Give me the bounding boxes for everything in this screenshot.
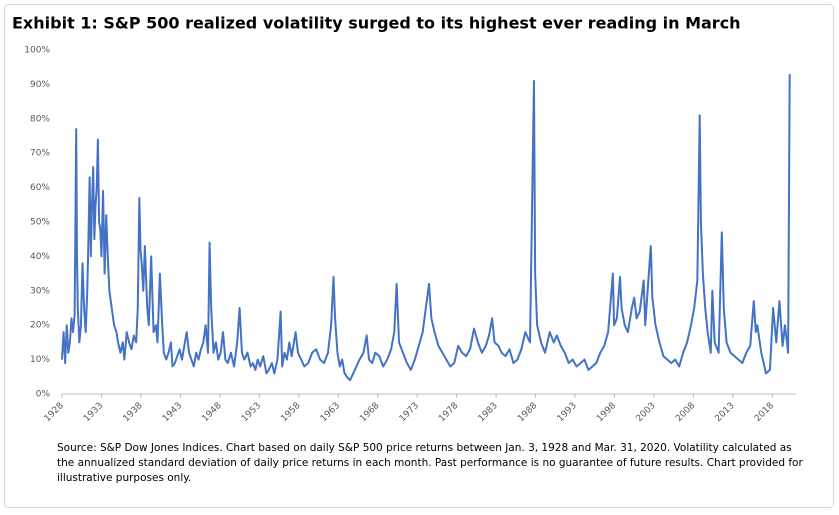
y-tick-label: 20% — [30, 321, 50, 331]
frame — [4, 4, 834, 508]
source-note: illustrative purposes only. — [57, 472, 191, 484]
y-tick-label: 50% — [30, 218, 50, 228]
chart-title: Exhibit 1: S&P 500 realized volatility s… — [12, 14, 741, 33]
line-series — [61, 74, 791, 382]
y-tick-label: 90% — [30, 80, 50, 90]
y-tick-label: 80% — [30, 114, 50, 124]
source-note: Source: S&P Dow Jones Indices. Chart bas… — [57, 442, 792, 454]
y-tick-label: 0% — [36, 390, 51, 400]
y-tick-label: 70% — [30, 149, 50, 159]
y-tick-label: 10% — [30, 355, 50, 365]
y-tick-label: 60% — [30, 183, 50, 193]
source-note: the annualized standard deviation of dai… — [57, 457, 803, 469]
y-tick-label: 30% — [30, 286, 50, 296]
y-tick-label: 40% — [30, 252, 50, 262]
y-tick-label: 100% — [24, 46, 50, 56]
